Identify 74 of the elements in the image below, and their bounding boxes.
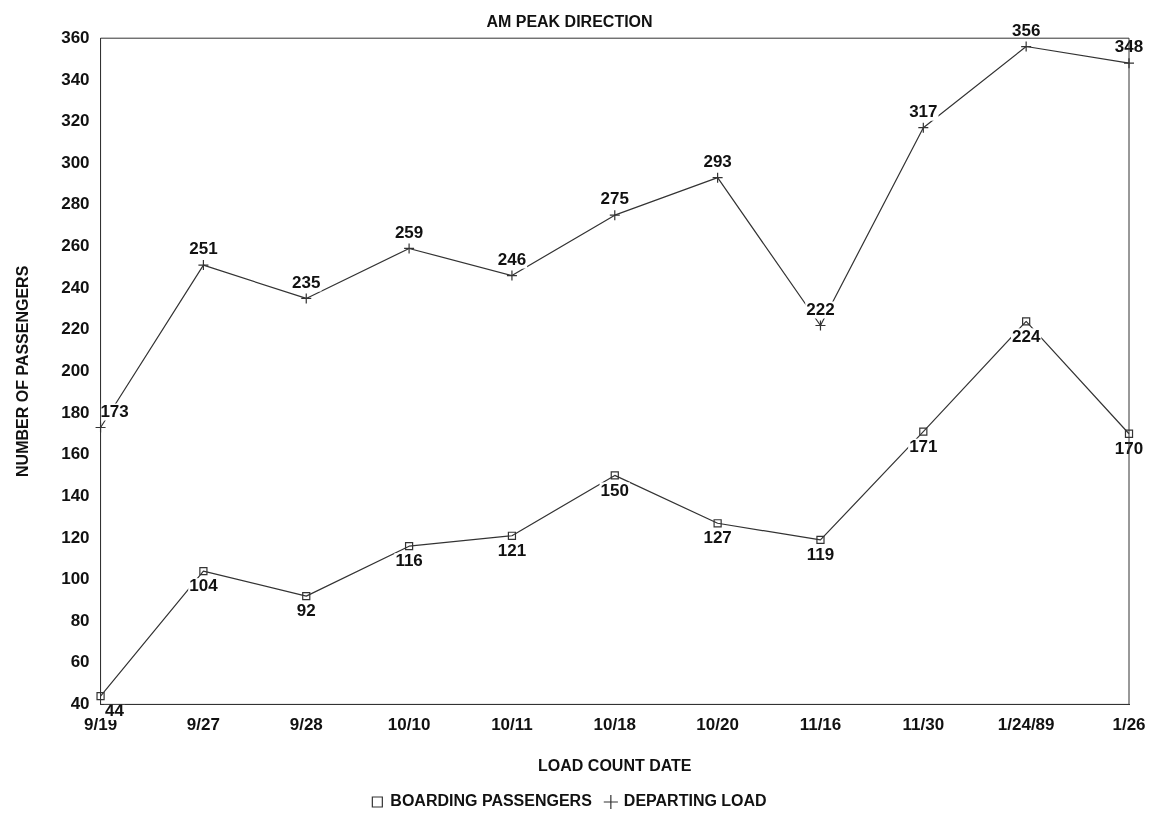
data-label: 259 [394,222,424,242]
data-label: 275 [600,189,629,209]
data-label: 356 [1011,20,1041,40]
point [506,269,518,282]
y-tick-label: 300 [61,152,90,172]
point [1124,429,1134,438]
point [919,427,928,436]
point [816,535,825,545]
point [96,691,105,701]
point [199,567,208,576]
data-label: 119 [806,545,835,565]
data-label: 150 [600,480,629,500]
x-tick-label: 11/30 [902,715,945,735]
data-label: 224 [1011,326,1041,346]
y-tick-label: 280 [61,194,90,214]
y-tick-label: 180 [61,402,90,422]
data-label: 92 [296,601,316,621]
x-tick-label: 10/10 [387,715,431,735]
point [610,471,619,480]
y-tick-label: 220 [61,319,90,339]
point [404,542,414,551]
data-label: 235 [292,272,321,292]
data-label: 127 [703,528,732,548]
data-label: 317 [909,101,938,121]
y-tick-label: 40 [70,694,90,714]
data-label: 348 [1114,37,1144,57]
x-axis-title: LOAD COUNT DATE [538,756,692,774]
x-tick-label: 11/16 [799,715,842,735]
y-tick-label: 320 [61,111,90,131]
data-label: 44 [105,701,125,721]
point [197,259,210,271]
x-tick-label: 10/20 [696,715,739,735]
y-tick-label: 240 [61,277,90,297]
data-label: 116 [395,551,423,571]
data-label: 170 [1114,438,1144,458]
x-tick-label: 10/11 [491,715,533,735]
data-label: 251 [189,239,218,259]
point [300,292,312,305]
point [712,172,724,184]
x-tick-label: 10/18 [593,715,637,735]
data-label: 171 [909,436,938,456]
x-tick-label: 1/26 [1112,715,1146,735]
data-label: 293 [703,151,732,171]
y-tick-label: 80 [70,610,90,630]
y-tick-label: 60 [70,652,90,672]
y-axis-title: NUMBER OF PASSENGERS [14,265,32,477]
point [609,209,621,221]
point [403,242,415,255]
data-label: 173 [100,401,129,421]
y-tick-label: 120 [61,527,90,547]
point [713,519,722,528]
y-tick-label: 260 [61,236,90,256]
point [302,592,311,601]
chart-title: AM PEAK DIRECTION [486,13,653,31]
x-tick-label: 9/28 [289,715,323,735]
legend-label: DEPARTING LOAD [623,792,767,810]
y-tick-label: 360 [61,27,90,47]
data-label: 222 [806,299,835,319]
x-tick-label: 9/27 [186,715,220,735]
y-tick-label: 100 [61,569,90,589]
y-tick-label: 160 [61,444,90,464]
point [1022,317,1031,326]
point [507,531,517,540]
data-label: 121 [497,540,527,560]
x-tick-label: 1/24/89 [997,715,1055,735]
point [814,319,827,332]
data-label: 104 [189,576,219,596]
y-tick-label: 140 [61,485,90,505]
legend-label: BOARDING PASSENGERS [390,792,593,810]
point [1020,40,1032,53]
y-tick-label: 200 [61,360,90,380]
point [917,122,929,134]
y-tick-label: 340 [61,69,90,89]
data-label: 246 [497,249,527,269]
